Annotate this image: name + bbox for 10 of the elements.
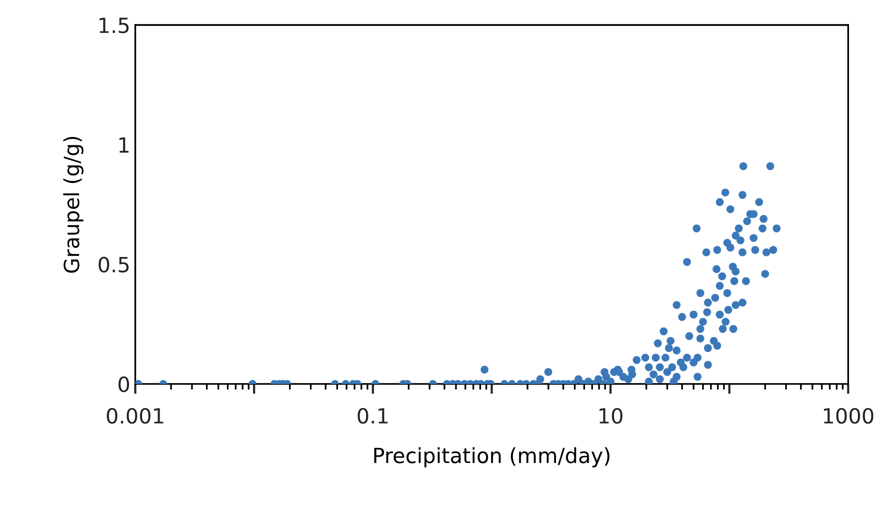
y-tick-label: 0.5 [98, 256, 129, 273]
x-tick-label: 0.1 [358, 408, 388, 424]
y-tick-label: 1.5 [100, 18, 129, 34]
x-tick-label: 1000 [824, 408, 874, 424]
y-tick-label: 1 [119, 137, 128, 153]
y-axis-title: Graupel (g/g) [63, 136, 84, 273]
x-axis-title: Precipitation (mm/day) [374, 447, 610, 468]
x-tick-label: 0.001 [106, 408, 164, 424]
y-tick-label: 0 [118, 376, 130, 392]
x-tick-label: 10 [600, 408, 622, 424]
